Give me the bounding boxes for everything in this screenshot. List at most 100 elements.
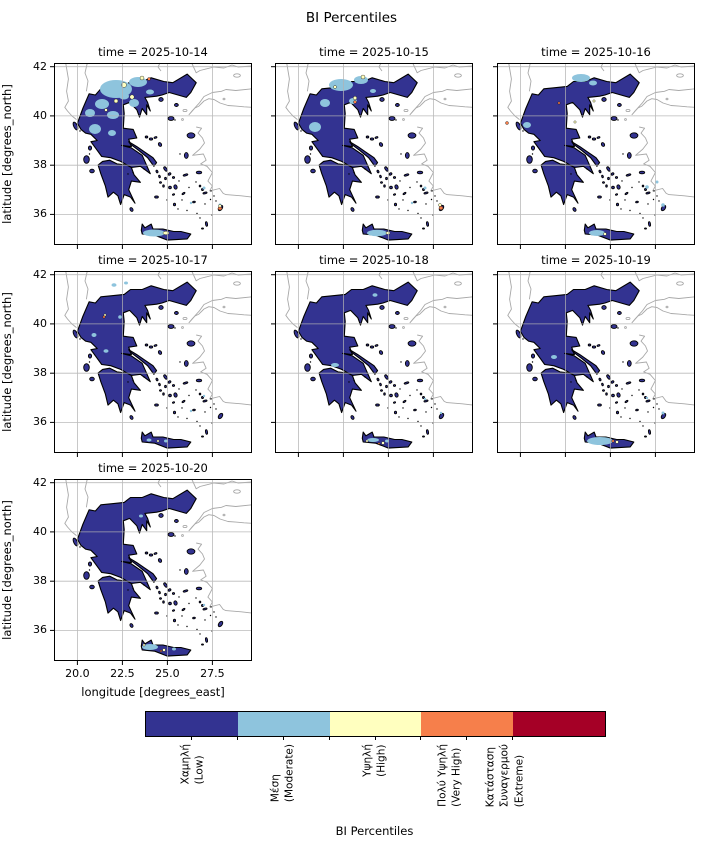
map-patch — [111, 283, 117, 287]
colorbar-category-label-line: Χαμηλή — [179, 744, 192, 785]
greece-map — [49, 478, 253, 666]
colorbar-category-label-line: (High) — [375, 744, 387, 777]
x-tick-label: 20.0 — [65, 667, 90, 680]
map-patch — [365, 439, 369, 443]
colorbar-category-label-line: (Moderate) — [283, 744, 296, 803]
greece-map — [492, 270, 696, 458]
map-patch — [162, 231, 170, 235]
map-patch — [104, 108, 108, 112]
y-axis-label: latitude [degrees_north] — [0, 479, 24, 661]
map-patch — [142, 644, 158, 650]
map-patch — [523, 122, 531, 128]
map-patch — [119, 92, 129, 100]
colorbar-category-label: Υψηλή (High) — [361, 744, 388, 777]
map-patch — [113, 98, 119, 104]
greece-map — [49, 62, 253, 250]
colorbar-tick — [466, 736, 468, 740]
colorbar-tick — [512, 736, 514, 740]
map-patch — [589, 80, 597, 86]
panel-title: time = 2025-10-19 — [541, 253, 651, 267]
figure-title: BI Percentiles — [305, 10, 398, 26]
danger-patches — [91, 281, 206, 443]
map-patch — [603, 232, 607, 236]
colorbar-segment — [237, 712, 330, 736]
y-tick-label: 42 — [33, 475, 47, 489]
colorbar-category-label: Κατάσταση Συναγερμού (Extreme) — [485, 744, 526, 807]
map-panel: time = 2025-10-19 — [492, 253, 696, 458]
colorbar-segment — [421, 712, 514, 736]
map-patch — [353, 96, 357, 100]
map-patch — [645, 185, 649, 189]
map-patch — [142, 643, 146, 647]
panel-title: time = 2025-10-17 — [98, 253, 208, 267]
danger-patches — [505, 74, 665, 236]
map-patch — [146, 89, 154, 95]
map-patch — [370, 89, 376, 93]
map-panel: time = 2025-10-14 42 40 38 36 latitude [degr… — [0, 45, 253, 250]
colorbar-label: BI Percentiles — [335, 824, 414, 838]
colorbar-category-label-line: Κατάσταση — [484, 746, 497, 808]
colorbar — [145, 711, 606, 737]
y-tick-label: 36 — [33, 623, 47, 637]
y-tick-label: 42 — [33, 267, 47, 281]
greece-map — [49, 270, 253, 458]
colorbar-category-label-line: Μέση — [269, 774, 282, 803]
map-panel: time = 2025-10-15 — [270, 45, 474, 250]
map-patch — [615, 440, 619, 444]
panel-title: time = 2025-10-20 — [98, 461, 208, 475]
map-patch — [572, 74, 590, 82]
greece-map — [270, 270, 474, 458]
colorbar-category-label: Πολύ Υψηλή (Very High) — [437, 744, 464, 807]
map-patch — [309, 122, 321, 132]
x-tick-label: 22.5 — [110, 667, 135, 680]
map-patch — [129, 94, 135, 100]
map-patch — [156, 439, 160, 443]
y-axis-label-text: latitude [degrees_north] — [0, 500, 15, 640]
map-patch — [147, 77, 151, 81]
danger-patches — [85, 75, 223, 237]
colorbar-category-label: Χαμηλή (Low) — [180, 744, 207, 784]
colorbar-segment — [329, 712, 422, 736]
y-tick-label: 36 — [33, 207, 47, 221]
map-patch — [329, 79, 353, 91]
map-patch — [89, 124, 101, 134]
y-axis-label-text: latitude [degrees_north] — [0, 84, 15, 224]
map-patch — [360, 74, 366, 80]
y-tick-label: 42 — [33, 59, 47, 73]
map-patch — [202, 186, 206, 190]
colorbar-category-label-line: Πολύ Υψηλή — [436, 744, 449, 807]
map-patch — [189, 201, 193, 205]
map-patch — [438, 206, 444, 210]
map-patch — [423, 186, 427, 190]
map-patch — [655, 180, 659, 184]
map-patch — [423, 397, 427, 401]
map-patch — [320, 99, 330, 107]
map-patch — [333, 85, 337, 89]
map-patch — [367, 229, 387, 237]
map-patch — [439, 411, 443, 415]
map-patch — [592, 99, 596, 103]
map-patch — [102, 315, 106, 319]
x-tick-label: 25.0 — [155, 667, 180, 680]
map-patch — [139, 75, 145, 81]
map-patch — [645, 396, 649, 400]
danger-patches — [139, 514, 206, 653]
colorbar-category-label-line: Συναγερμού — [498, 744, 511, 808]
y-axis-label: latitude [degrees_north] — [0, 63, 24, 245]
map-patch — [103, 349, 109, 353]
colorbar-category-label-line: Υψηλή — [360, 744, 373, 777]
map-patch — [124, 281, 128, 285]
y-tick-label: 38 — [33, 366, 47, 380]
map-patch — [129, 77, 147, 87]
map-patch — [661, 203, 665, 207]
map-patch — [381, 441, 385, 445]
panel-title: time = 2025-10-16 — [541, 45, 651, 59]
map-panel: time = 2025-10-20 42 40 38 36 latitude [degr… — [0, 461, 253, 699]
map-patch — [589, 230, 605, 236]
map-patch — [139, 514, 143, 518]
greece-map — [270, 62, 474, 250]
map-patch — [331, 363, 339, 367]
y-axis-label-text: latitude [degrees_north] — [0, 292, 15, 432]
colorbar-category-label-line: (Very High) — [450, 747, 463, 807]
